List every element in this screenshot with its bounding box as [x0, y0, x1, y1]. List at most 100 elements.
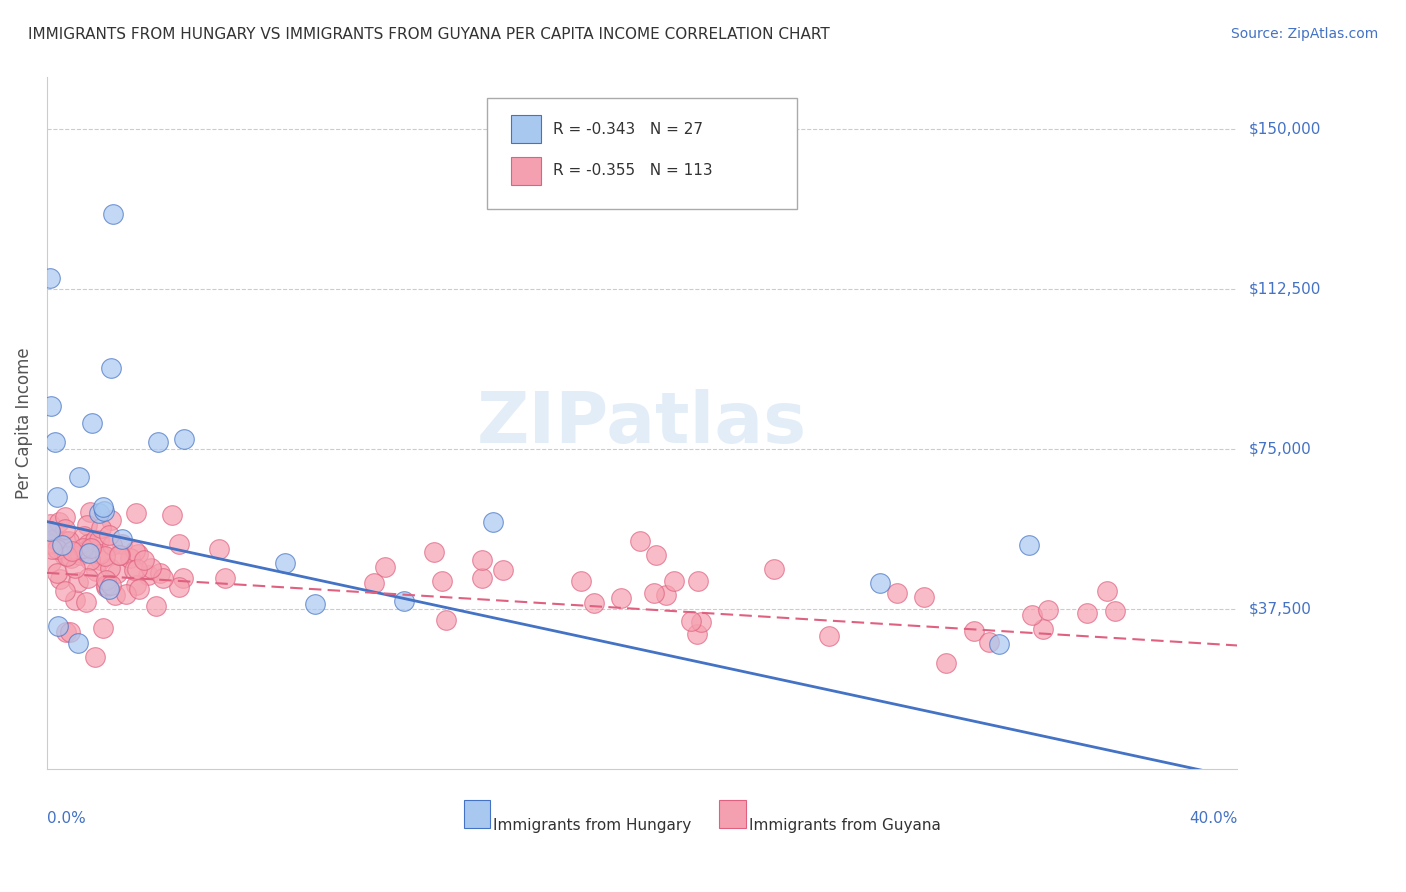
Point: [80, 541, 103, 556]
Point: [274, 556, 297, 570]
Point: [87, 506, 110, 520]
Point: [152, 571, 174, 585]
Y-axis label: Per Capita Income: Per Capita Income: [15, 348, 32, 500]
Point: [91, 500, 114, 514]
Text: ZIPatlas: ZIPatlas: [477, 389, 807, 458]
Point: [87, 533, 110, 548]
Point: [125, 578, 148, 592]
Point: [59, 625, 82, 640]
Point: [434, 613, 457, 627]
Point: [52, 542, 75, 557]
Point: [762, 562, 785, 576]
Point: [96, 573, 118, 587]
Point: [685, 627, 707, 641]
Point: [128, 582, 150, 596]
Point: [89, 548, 111, 562]
Text: Immigrants from Hungary: Immigrants from Hungary: [494, 818, 692, 833]
Point: [374, 560, 396, 574]
Point: [145, 599, 167, 614]
Text: $37,500: $37,500: [1249, 602, 1312, 616]
Point: [100, 578, 122, 592]
Point: [59, 550, 82, 565]
Point: [100, 513, 122, 527]
FancyBboxPatch shape: [464, 800, 489, 828]
Point: [93, 549, 115, 563]
Point: [67, 470, 90, 484]
Point: [482, 515, 505, 529]
Point: [44, 532, 66, 546]
Point: [662, 574, 685, 589]
Text: $112,500: $112,500: [1249, 281, 1320, 296]
Point: [214, 571, 236, 585]
Point: [139, 560, 162, 574]
Point: [67, 574, 90, 589]
Point: [73, 529, 96, 543]
Point: [963, 624, 986, 638]
Point: [48, 572, 70, 586]
Point: [44, 435, 66, 450]
Point: [46, 566, 69, 580]
Point: [79, 541, 101, 555]
Point: [66, 545, 89, 559]
Point: [136, 567, 159, 582]
Point: [101, 207, 124, 221]
Point: [90, 521, 112, 535]
Point: [77, 546, 100, 560]
Point: [84, 533, 107, 547]
Point: [100, 360, 122, 375]
Point: [77, 571, 100, 585]
Point: [53, 510, 76, 524]
Point: [48, 515, 70, 529]
Point: [1021, 608, 1043, 623]
Point: [977, 635, 1000, 649]
Point: [75, 595, 97, 609]
Point: [55, 625, 77, 640]
Point: [688, 574, 710, 588]
Point: [76, 517, 98, 532]
Point: [79, 553, 101, 567]
Point: [104, 588, 127, 602]
Point: [65, 560, 87, 574]
Point: [55, 534, 77, 549]
Point: [1032, 622, 1054, 636]
Point: [935, 656, 957, 670]
FancyBboxPatch shape: [488, 98, 797, 209]
Point: [80, 416, 103, 430]
Point: [679, 614, 702, 628]
Text: R = -0.355   N = 113: R = -0.355 N = 113: [553, 163, 713, 178]
Point: [46, 541, 69, 556]
Point: [91, 621, 114, 635]
Point: [114, 586, 136, 600]
FancyBboxPatch shape: [720, 800, 745, 828]
Point: [97, 582, 120, 597]
Point: [582, 596, 605, 610]
Point: [127, 547, 149, 561]
Point: [46, 619, 69, 633]
Point: [912, 590, 935, 604]
Point: [98, 560, 121, 574]
Text: IMMIGRANTS FROM HUNGARY VS IMMIGRANTS FROM GUYANA PER CAPITA INCOME CORRELATION : IMMIGRANTS FROM HUNGARY VS IMMIGRANTS FR…: [28, 27, 830, 42]
Point: [645, 548, 668, 562]
Point: [96, 580, 118, 594]
Point: [423, 544, 446, 558]
Point: [1038, 603, 1060, 617]
Point: [66, 636, 89, 650]
Point: [53, 548, 76, 562]
Point: [125, 562, 148, 576]
Point: [38, 524, 60, 539]
Point: [51, 538, 73, 552]
Point: [208, 541, 231, 556]
Point: [124, 543, 146, 558]
Point: [89, 552, 111, 566]
Point: [167, 580, 190, 594]
Point: [69, 548, 91, 562]
Point: [38, 271, 60, 285]
Point: [41, 541, 63, 556]
Point: [72, 541, 94, 555]
Point: [610, 591, 633, 605]
Point: [690, 615, 713, 630]
Point: [491, 563, 513, 577]
Point: [1104, 604, 1126, 618]
Point: [628, 533, 651, 548]
Point: [45, 490, 67, 504]
